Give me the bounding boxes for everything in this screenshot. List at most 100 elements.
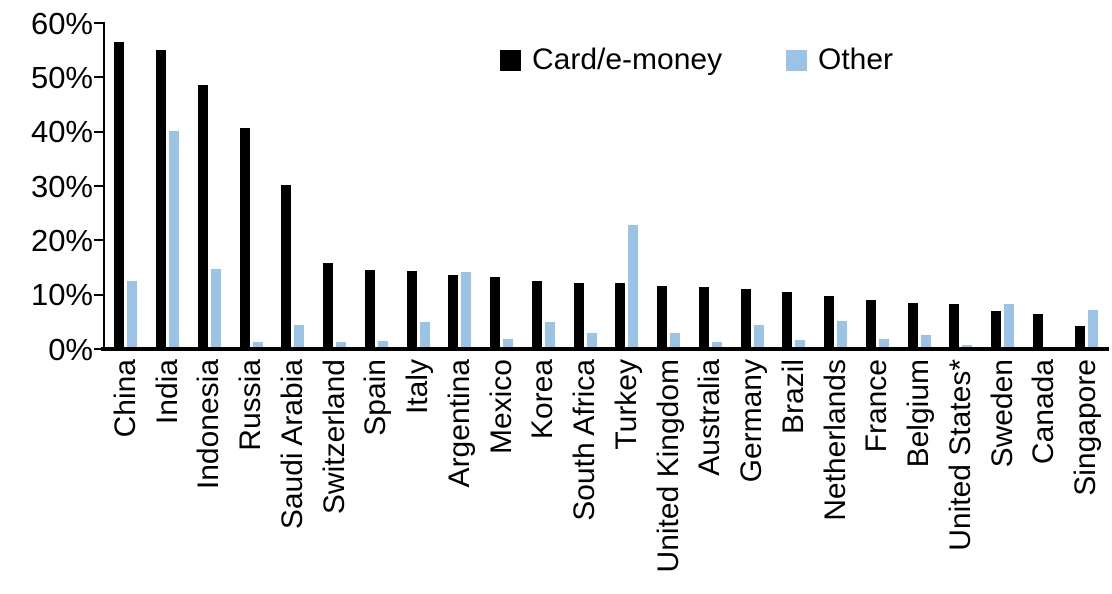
card-bar bbox=[782, 292, 793, 347]
category-russia bbox=[230, 23, 272, 347]
category-netherlands bbox=[815, 23, 857, 347]
category-turkey bbox=[606, 23, 648, 347]
other-bar bbox=[628, 225, 639, 347]
x-tick-label: Canada bbox=[1027, 359, 1061, 465]
x-label-cell: Mexico bbox=[481, 359, 523, 594]
card-bar bbox=[615, 283, 626, 347]
legend-label-other: Other bbox=[818, 43, 894, 76]
other-bar bbox=[670, 333, 681, 347]
x-tick-label: Mexico bbox=[484, 359, 518, 455]
x-tick-label: China bbox=[108, 359, 142, 438]
x-tick-label: Indonesia bbox=[192, 359, 226, 490]
x-tick-label: Spain bbox=[359, 359, 393, 436]
y-tick bbox=[94, 185, 103, 187]
x-label-cell: Switzerland bbox=[314, 359, 356, 594]
y-tick-label: 50% bbox=[30, 59, 93, 95]
category-switzerland bbox=[314, 23, 356, 347]
category-mexico bbox=[481, 23, 523, 347]
card-bar bbox=[740, 289, 751, 347]
other-bar bbox=[878, 339, 889, 347]
other-bar bbox=[837, 321, 848, 347]
x-tick-label: Australia bbox=[693, 359, 727, 476]
x-axis-labels: China India Indonesia Russia Saudi Arabia Swi… bbox=[105, 359, 1107, 594]
other-bar bbox=[127, 281, 138, 347]
x-tick-label: Argentina bbox=[442, 359, 476, 488]
x-tick-label: Sweden bbox=[985, 359, 1019, 468]
category-brazil bbox=[773, 23, 815, 347]
x-label-cell: Turkey bbox=[606, 359, 648, 594]
x-label-cell: Canada bbox=[1024, 359, 1066, 594]
x-label-cell: Brazil bbox=[773, 359, 815, 594]
y-tick-label: 60% bbox=[30, 5, 93, 41]
card-bar bbox=[865, 300, 876, 347]
other-bar bbox=[336, 342, 347, 347]
y-tick bbox=[94, 348, 103, 350]
category-united-kingdom bbox=[648, 23, 690, 347]
other-bar bbox=[586, 333, 597, 347]
legend-item-card: Card/e-money bbox=[500, 45, 722, 75]
x-label-cell: United Kingdom bbox=[648, 359, 690, 594]
x-label-cell: Sweden bbox=[982, 359, 1024, 594]
category-south-africa bbox=[564, 23, 606, 347]
x-label-cell: South Africa bbox=[564, 359, 606, 594]
y-tick bbox=[94, 22, 103, 24]
x-label-cell: France bbox=[857, 359, 899, 594]
legend-swatch-card bbox=[500, 49, 521, 71]
category-sweden bbox=[982, 23, 1024, 347]
category-saudi-arabia bbox=[272, 23, 314, 347]
x-label-cell: Argentina bbox=[439, 359, 481, 594]
other-bar bbox=[377, 341, 388, 347]
category-argentina bbox=[439, 23, 481, 347]
card-bar bbox=[1032, 314, 1043, 347]
card-bar bbox=[281, 185, 292, 347]
x-label-cell: China bbox=[105, 359, 147, 594]
x-tick-label: Saudi Arabia bbox=[275, 359, 309, 530]
category-china bbox=[105, 23, 147, 347]
legend-swatch-other bbox=[786, 49, 807, 71]
x-label-cell: Belgium bbox=[898, 359, 940, 594]
y-tick-label: 30% bbox=[30, 168, 93, 204]
x-tick-label: Turkey bbox=[609, 359, 643, 450]
x-label-cell: Netherlands bbox=[815, 359, 857, 594]
category-australia bbox=[690, 23, 732, 347]
other-bar bbox=[461, 272, 472, 347]
other-bar bbox=[294, 325, 305, 347]
y-tick-label: 40% bbox=[30, 114, 93, 150]
card-bar bbox=[949, 304, 960, 347]
card-bar bbox=[531, 281, 542, 347]
card-bar bbox=[698, 287, 709, 347]
card-bar bbox=[239, 128, 250, 347]
x-tick-label: United States* bbox=[943, 359, 977, 551]
x-label-cell: Russia bbox=[230, 359, 272, 594]
other-bar bbox=[169, 131, 180, 347]
y-axis-line bbox=[103, 22, 105, 350]
x-tick-label: United Kingdom bbox=[651, 359, 685, 573]
x-tick-label: Italy bbox=[401, 359, 435, 415]
x-tick-label: Singapore bbox=[1069, 359, 1103, 496]
x-tick-label: Belgium bbox=[902, 359, 936, 468]
x-tick-label: Germany bbox=[735, 359, 769, 483]
category-united-states- bbox=[940, 23, 982, 347]
x-label-cell: Germany bbox=[731, 359, 773, 594]
plot-area bbox=[105, 23, 1107, 347]
category-korea bbox=[523, 23, 565, 347]
x-label-cell: Saudi Arabia bbox=[272, 359, 314, 594]
x-label-cell: Indonesia bbox=[189, 359, 231, 594]
x-tick-label: India bbox=[150, 359, 184, 425]
other-bar bbox=[753, 325, 764, 347]
other-bar bbox=[503, 339, 514, 347]
category-italy bbox=[397, 23, 439, 347]
y-tick-label: 0% bbox=[48, 331, 93, 367]
other-bar bbox=[419, 322, 430, 347]
x-tick-label: Russia bbox=[234, 359, 268, 451]
other-bar bbox=[544, 322, 555, 347]
category-france bbox=[857, 23, 899, 347]
x-label-cell: Singapore bbox=[1065, 359, 1107, 594]
x-tick-label: France bbox=[860, 359, 894, 453]
card-bar bbox=[657, 286, 668, 347]
x-tick-label: Netherlands bbox=[818, 359, 852, 521]
card-bar bbox=[991, 311, 1002, 347]
y-tick bbox=[94, 130, 103, 133]
card-bar bbox=[448, 275, 459, 347]
y-tick bbox=[94, 76, 103, 79]
